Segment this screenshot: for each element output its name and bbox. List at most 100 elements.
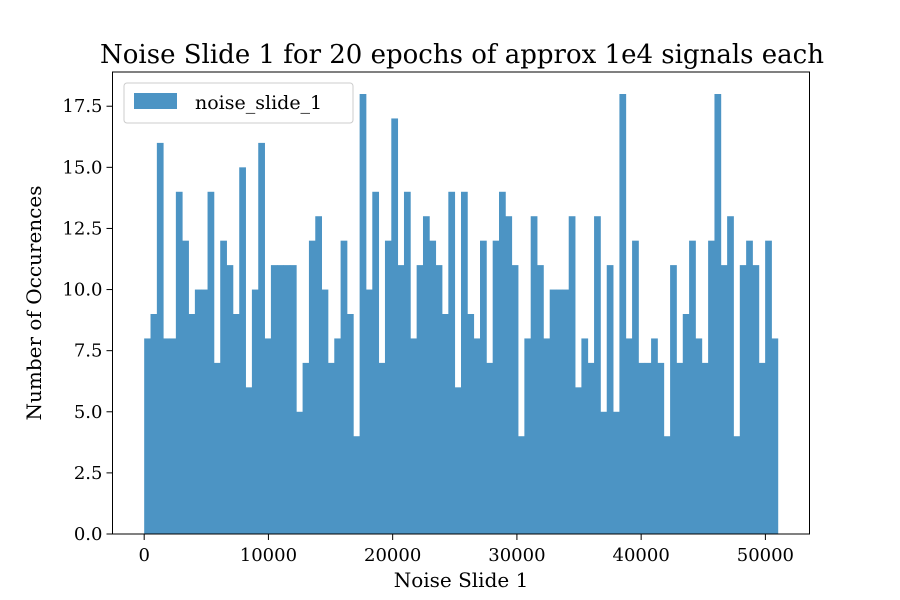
histogram-bar xyxy=(315,216,322,534)
histogram-bar xyxy=(733,436,741,534)
histogram-bar xyxy=(575,387,582,534)
histogram-bar xyxy=(251,289,259,534)
histogram-bar xyxy=(308,240,316,534)
histogram-bar xyxy=(486,362,494,534)
histogram-bar xyxy=(752,265,760,534)
y-axis-label: Number of Occurences xyxy=(22,186,46,421)
histogram-bar xyxy=(556,289,563,534)
histogram-bar xyxy=(765,240,772,534)
histogram-bar xyxy=(353,436,361,534)
histogram-bar xyxy=(213,362,221,534)
histogram-bar xyxy=(714,94,722,534)
histogram-bar xyxy=(701,362,709,534)
histogram-bar xyxy=(435,265,443,534)
histogram-bar xyxy=(537,265,544,534)
histogram-bar xyxy=(403,191,411,534)
x-tick-label: 20000 xyxy=(364,545,421,566)
histogram-bar xyxy=(638,362,646,534)
histogram-bar xyxy=(232,314,240,534)
legend-box xyxy=(123,82,354,124)
histogram-bar xyxy=(518,436,525,534)
x-axis-label: Noise Slide 1 xyxy=(394,568,529,592)
y-tick-label: 0.0 xyxy=(74,524,103,545)
histogram-bar xyxy=(689,240,696,534)
histogram-bar xyxy=(543,338,551,534)
histogram-bar xyxy=(397,265,405,534)
histogram-bar xyxy=(562,289,570,534)
histogram-bar xyxy=(429,240,437,534)
histogram-bar xyxy=(524,338,532,534)
histogram-bar xyxy=(201,289,208,534)
y-tick-label: 5.0 xyxy=(74,402,103,423)
histogram-bar xyxy=(245,387,253,534)
histogram-bar xyxy=(207,191,215,534)
histogram-bar xyxy=(327,362,335,534)
histogram-bar xyxy=(708,240,715,534)
histogram-bar xyxy=(670,265,677,534)
histogram-bar xyxy=(239,167,246,535)
histogram-bar xyxy=(492,240,500,534)
histogram-bar xyxy=(258,142,265,534)
histogram-bar xyxy=(422,216,430,534)
histogram-bar xyxy=(378,362,386,534)
histogram-bar xyxy=(613,411,620,534)
histogram-bar xyxy=(264,338,272,534)
x-tick-label: 10000 xyxy=(240,545,297,566)
histogram-bar xyxy=(283,265,291,534)
histogram-bar xyxy=(454,387,462,534)
histogram-bar xyxy=(581,338,589,534)
histogram-bar xyxy=(480,240,487,534)
histogram-bar xyxy=(663,436,671,534)
x-axis-ticks: 0 10000 20000 30000 40000 50000 xyxy=(138,534,794,566)
x-tick-label: 40000 xyxy=(613,545,670,566)
histogram-bar xyxy=(657,362,665,534)
histogram-bar xyxy=(226,265,234,534)
histogram-bar xyxy=(410,338,418,534)
histogram-bar xyxy=(416,265,424,534)
histogram-bar xyxy=(587,362,595,534)
y-axis-ticks: 0.0 2.5 5.0 7.5 10.0 12.5 15.0 17.5 xyxy=(62,96,113,545)
histogram-bar xyxy=(727,216,734,534)
histogram-bar xyxy=(473,338,481,534)
histogram-bar xyxy=(758,362,766,534)
histogram-bar xyxy=(150,314,158,534)
histogram-bar xyxy=(549,289,557,534)
histogram-bar xyxy=(461,191,468,534)
histogram-bar xyxy=(384,240,392,534)
y-tick-label: 2.5 xyxy=(74,463,103,484)
histogram-bar xyxy=(391,118,399,534)
histogram-bar xyxy=(321,289,329,534)
histogram-bar xyxy=(182,240,189,534)
histogram-bar xyxy=(340,240,348,534)
histogram-bar xyxy=(771,338,779,534)
histogram-bar xyxy=(441,314,449,534)
histogram-bar xyxy=(530,216,538,534)
y-tick-label: 10.0 xyxy=(62,280,102,301)
y-tick-label: 12.5 xyxy=(62,218,102,239)
histogram-bar xyxy=(289,265,297,534)
histogram-bar xyxy=(568,216,576,534)
histogram-bar xyxy=(594,216,601,534)
histogram-bar xyxy=(169,338,177,534)
y-tick-label: 7.5 xyxy=(74,341,103,362)
histogram-bar xyxy=(359,94,367,534)
histogram-bar xyxy=(720,265,728,534)
plot-frame xyxy=(112,71,810,535)
histogram-bar xyxy=(156,142,164,534)
histogram-bar xyxy=(277,265,284,534)
histogram-bar xyxy=(644,362,652,534)
histogram-bar xyxy=(695,338,703,534)
histogram-bar xyxy=(144,338,151,534)
legend: noise_slide_1 xyxy=(123,82,354,124)
histogram-bar xyxy=(746,240,753,534)
histogram-bar xyxy=(188,314,196,534)
x-tick-label: 30000 xyxy=(488,545,545,566)
histogram-bar xyxy=(619,94,627,534)
histogram-bar xyxy=(194,289,202,534)
histogram-bar xyxy=(163,338,170,534)
histogram-bar xyxy=(600,411,608,534)
histogram-bar xyxy=(448,191,456,534)
histogram-bar xyxy=(676,362,684,534)
histogram-bar xyxy=(505,216,513,534)
